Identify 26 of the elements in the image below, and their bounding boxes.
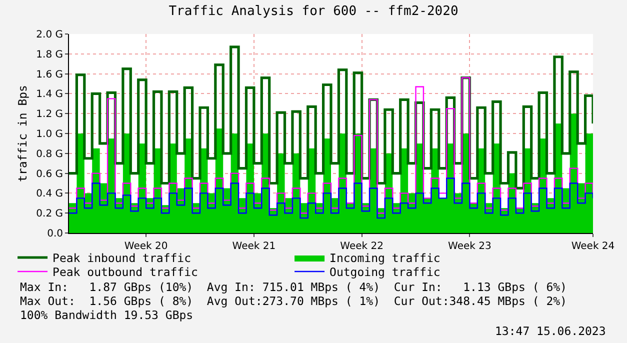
x-tick-label: Week 24 <box>571 241 615 252</box>
legend-label: Peak inbound traffic <box>52 250 192 265</box>
x-tick-label: Week 20 <box>124 241 168 252</box>
x-tick-label: Week 22 <box>340 241 384 252</box>
y-tick-label: 1.0 G <box>36 129 63 140</box>
text: Max In: 1.87 GBps (10%) Avg In: 715.01 MBps ( 4%) Cur In: 1.13 GBps ( 6%) <box>20 280 567 294</box>
x-tick-label: Week 23 <box>448 241 492 252</box>
legend-label: Outgoing traffic <box>330 264 440 279</box>
y-tick-label: 0.2 G <box>36 208 63 220</box>
y-tick-label: 0.4 G <box>36 188 63 200</box>
y-tick-label: 0.6 G <box>36 168 63 180</box>
legend-label: Peak outbound traffic <box>52 264 198 279</box>
y-axis-title: traffic in Bps <box>16 85 30 182</box>
y-tick-label: 1.8 G <box>36 49 63 60</box>
y-tick-label: 2.0 G <box>36 30 63 40</box>
text: Max Out: 1.56 GBps ( 8%) Avg Out:273.70 MBps ( 1%) Cur Out:348.45 MBps ( 2%) <box>20 294 567 308</box>
y-tick-label: 0.8 G <box>36 148 63 160</box>
legend-label: Incoming traffic <box>330 250 440 265</box>
text: 100% Bandwidth 19.53 GBps <box>20 308 194 322</box>
y-tick-label: 0.0 <box>47 228 63 240</box>
text: 13:47 15.06.2023 <box>495 324 606 338</box>
y-tick-label: 1.6 G <box>36 69 63 80</box>
y-tick-label: 1.2 G <box>36 109 63 120</box>
y-tick-label: 1.4 G <box>36 89 63 100</box>
chart-title: Traffic Analysis for 600 -- ffm2-2020 <box>168 4 458 20</box>
x-tick-label: Week 21 <box>232 241 276 252</box>
